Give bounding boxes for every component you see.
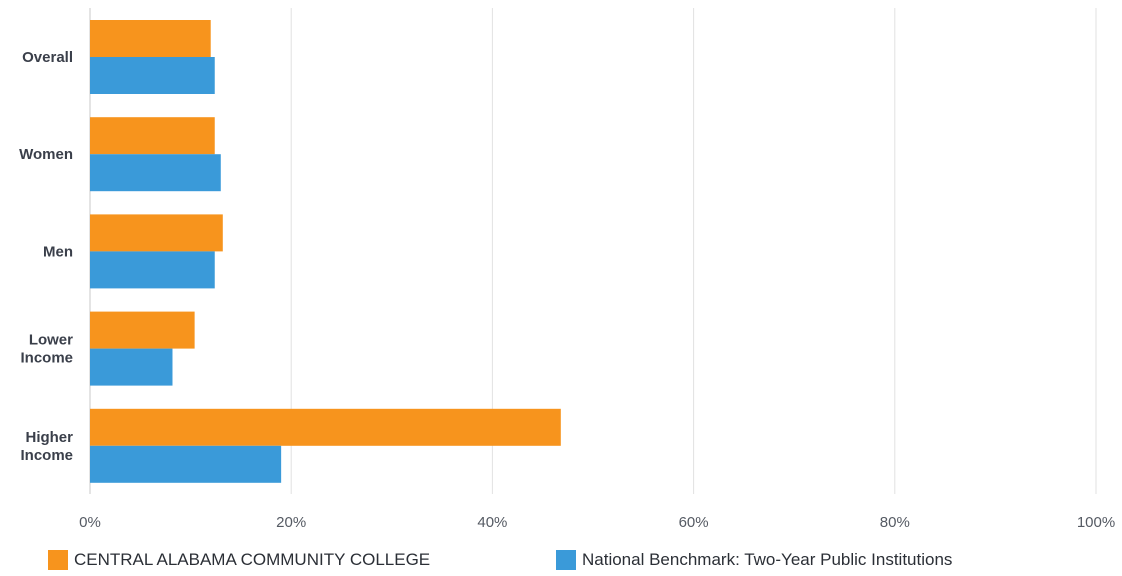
category-labels: Overall Women Men Lower Income Higher Income — [19, 49, 73, 464]
legend-item-benchmark: National Benchmark: Two-Year Public Inst… — [556, 550, 952, 570]
bar-benchmark — [90, 57, 215, 94]
bars — [90, 20, 561, 483]
bar-benchmark — [90, 445, 282, 483]
legend-swatch-college — [48, 550, 68, 570]
x-tick-label: 0% — [79, 514, 101, 531]
legend: CENTRAL ALABAMA COMMUNITY COLLEGE Nation… — [0, 550, 1122, 572]
legend-swatch-benchmark — [556, 550, 576, 570]
category-label: Women — [19, 146, 73, 163]
legend-item-college: CENTRAL ALABAMA COMMUNITY COLLEGE — [48, 550, 430, 570]
x-tick-label: 80% — [880, 514, 910, 531]
bar-college — [90, 214, 223, 252]
legend-label-benchmark: National Benchmark: Two-Year Public Inst… — [582, 550, 953, 569]
category-label: Overall — [22, 49, 73, 66]
category-label: Men — [43, 243, 73, 260]
bar-benchmark — [90, 348, 173, 386]
bar-benchmark — [90, 154, 221, 192]
bar-chart: Overall Women Men Lower Income Higher Income 0… — [19, 8, 1115, 531]
category-label: Lower Income — [20, 332, 73, 367]
bar-college — [90, 408, 561, 446]
category-label: Higher Income — [20, 429, 73, 464]
bar-college — [90, 311, 195, 349]
bar-college — [90, 20, 211, 57]
x-tick-label: 40% — [477, 514, 507, 531]
bar-benchmark — [90, 251, 215, 289]
bar-college — [90, 117, 215, 155]
x-tick-label: 60% — [679, 514, 709, 531]
x-tick-label: 100% — [1077, 514, 1115, 531]
legend-label-college: CENTRAL ALABAMA COMMUNITY COLLEGE — [74, 550, 431, 569]
x-axis-tick-labels: 0% 20% 40% 60% 80% 100% — [79, 514, 1115, 531]
x-tick-label: 20% — [276, 514, 306, 531]
